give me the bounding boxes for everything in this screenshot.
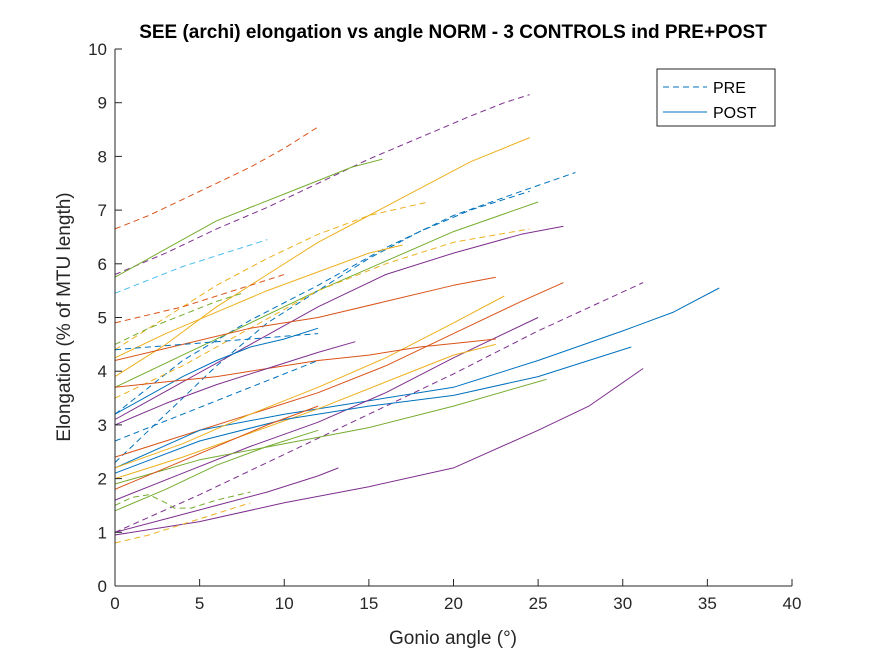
plot-area (115, 49, 792, 586)
series-line-27 (114, 378, 547, 485)
series-line-11 (114, 228, 530, 399)
y-tick-label: 0 (98, 577, 107, 596)
series-line-3 (114, 158, 383, 278)
x-tick-label: 0 (110, 594, 119, 613)
series-line-15 (114, 276, 496, 361)
series-line-24 (114, 333, 319, 351)
y-tick-label: 7 (98, 201, 107, 220)
series-line-30 (114, 502, 251, 544)
y-tick-label: 2 (98, 470, 107, 489)
chart-title: SEE (archi) elongation vs angle NORM - 3… (139, 22, 767, 43)
series-line-34 (114, 405, 319, 490)
x-axis-label: Gonio angle (°) (389, 628, 517, 649)
x-tick-label: 5 (195, 594, 204, 613)
y-axis-label: Elongation (% of MTU length) (54, 192, 75, 441)
y-tick-label: 1 (98, 523, 107, 542)
y-tick-label: 10 (88, 40, 107, 59)
series-line-13 (114, 292, 243, 345)
series-line-25 (114, 343, 496, 480)
series-line-23 (114, 341, 356, 426)
series-line-4 (114, 137, 530, 378)
y-tick-label: 9 (98, 94, 107, 113)
series-line-9 (114, 190, 530, 463)
series-line-6 (114, 172, 576, 415)
series-line-22 (114, 338, 496, 388)
x-tick-label: 35 (698, 594, 717, 613)
series-line-18 (114, 287, 720, 469)
series-line-31 (114, 467, 339, 533)
series-line-12 (114, 244, 403, 359)
legend-label-pre: PRE (713, 80, 746, 97)
x-tick-label: 20 (444, 594, 463, 613)
legend: PRE POST (656, 68, 776, 127)
x-tick-label: 15 (359, 594, 378, 613)
series-line-26 (114, 346, 632, 474)
legend-label-post: POST (713, 105, 757, 122)
y-tick-label: 8 (98, 147, 107, 166)
y-tick-label: 5 (98, 309, 107, 328)
series-line-10 (114, 225, 564, 420)
axes-layer: 0 5 10 15 20 25 30 35 40 0 1 2 3 4 5 6 7 8 9 10 (88, 40, 801, 613)
y-tick-label: 4 (98, 362, 107, 381)
series-line-7 (114, 201, 429, 351)
y-tick-label: 6 (98, 255, 107, 274)
legend-box (656, 68, 776, 127)
series-line-1 (114, 126, 319, 230)
series-line-17 (114, 282, 644, 533)
x-tick-label: 30 (613, 594, 632, 613)
series-line-20 (114, 317, 539, 501)
x-tick-label: 10 (275, 594, 294, 613)
series-layer (114, 94, 720, 544)
y-tick-label: 3 (98, 416, 107, 435)
series-line-21 (114, 327, 319, 415)
series-line-32 (114, 429, 319, 512)
series-line-29 (114, 491, 251, 509)
series-line-5 (114, 239, 268, 294)
series-line-28 (114, 368, 644, 536)
x-tick-label: 25 (529, 594, 548, 613)
series-line-8 (114, 201, 539, 388)
series-line-2 (114, 94, 530, 275)
series-line-16 (114, 282, 564, 458)
series-line-19 (114, 295, 505, 469)
x-tick-label: 40 (783, 594, 802, 613)
series-line-33 (114, 360, 319, 442)
